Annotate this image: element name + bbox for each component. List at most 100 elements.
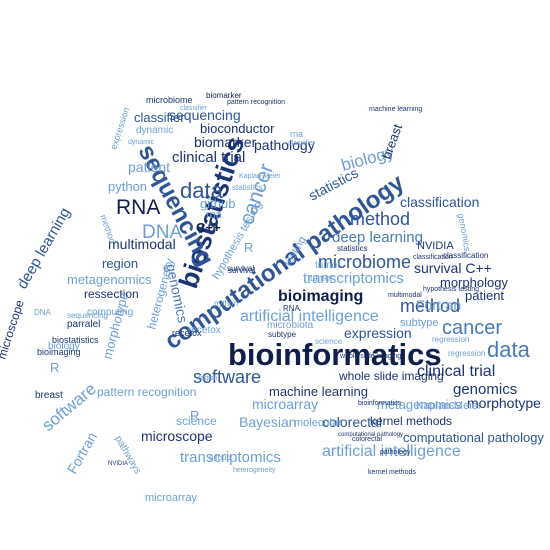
cloud-word: biomarker <box>206 91 242 100</box>
cloud-word: breast <box>379 122 406 161</box>
cloud-word: regression <box>432 335 469 344</box>
cloud-word: kernel methods <box>370 414 452 428</box>
cloud-word: microbiome <box>146 95 193 105</box>
cloud-word: survival C++ <box>414 260 492 276</box>
cloud-word: metagenomics <box>377 397 462 412</box>
cloud-word: classification <box>400 194 479 210</box>
cloud-word: dynamic <box>128 139 155 146</box>
cloud-word: NVIDIA <box>417 240 454 252</box>
cloud-word: machine learning <box>369 106 422 113</box>
cloud-word: Kaplan-Meier <box>416 400 482 412</box>
cloud-word: microbiome <box>318 252 411 272</box>
cloud-word: tumor <box>310 273 333 283</box>
cloud-word: biomarker <box>194 134 257 150</box>
cloud-word: transcriptomics <box>180 449 281 466</box>
cloud-word: classifier <box>288 140 316 147</box>
cloud-word: C++ <box>196 220 221 235</box>
cloud-word: R <box>244 240 253 255</box>
cloud-word: classifier <box>180 105 208 112</box>
cloud-word: rna <box>290 129 303 139</box>
cloud-word: bioimaging <box>278 288 363 305</box>
cloud-word: bioinformatics <box>358 400 402 407</box>
cloud-word: computational pathology <box>403 430 544 445</box>
cloud-word: cancer <box>442 317 502 339</box>
cloud-word: RNA <box>116 196 160 219</box>
cloud-word: hypothesis testing <box>423 286 479 293</box>
cloud-word: sequencing <box>169 107 241 123</box>
cloud-word: classification <box>443 251 488 260</box>
cloud-word: data <box>487 337 531 362</box>
cloud-word: patient <box>128 159 170 175</box>
cloud-word: survival <box>227 264 254 273</box>
cloud-word: colorectal <box>352 436 382 443</box>
cloud-word: Kaplan-Meier <box>239 173 281 180</box>
cloud-word: genomics <box>456 213 473 253</box>
cloud-word: biostatistics <box>52 335 99 345</box>
cloud-word: classifier <box>134 110 185 125</box>
cloud-word: computational pathology <box>338 432 403 438</box>
cloud-word: data <box>180 178 224 203</box>
cloud-word: ressection <box>84 287 139 301</box>
cloud-word: colorectal <box>322 414 382 430</box>
cloud-word: statistics <box>232 183 263 192</box>
cloud-word: R <box>50 360 59 375</box>
cloud-word: python <box>108 179 147 194</box>
cloud-word: parralel <box>67 319 100 330</box>
cloud-word: microarray <box>145 492 197 504</box>
cloud-word: genomics <box>453 381 517 398</box>
cloud-word: microscope <box>141 428 213 444</box>
cloud-word: tumor <box>315 260 341 271</box>
cloud-word: whole slide imaging <box>339 353 401 360</box>
cloud-word: bioimaging <box>37 347 81 357</box>
cloud-word: subtype <box>268 330 297 339</box>
cloud-word: python <box>214 299 238 308</box>
cloud-word: RNA <box>283 304 301 313</box>
cloud-word: microbiota <box>267 320 314 331</box>
cloud-word: artificial intelligence <box>240 308 379 325</box>
cloud-word: sequencing <box>67 311 108 320</box>
cloud-word: deep learning <box>14 205 74 292</box>
cloud-word: multimodal <box>108 236 176 252</box>
cloud-word: breast <box>35 390 63 401</box>
cloud-word: recetox <box>188 325 221 336</box>
cloud-word: molecular <box>294 417 342 429</box>
cloud-word: Fortran <box>416 297 461 313</box>
cloud-word: dynamic <box>136 125 173 136</box>
cloud-word: github <box>200 196 235 211</box>
cloud-word: method <box>98 213 118 245</box>
cloud-word: morphotype <box>467 395 541 411</box>
cloud-word: bioinformatics <box>228 337 442 372</box>
cloud-word: Bayesian <box>239 414 297 430</box>
cloud-word: pattern recognition <box>97 385 196 399</box>
cloud-word: microscope <box>0 298 27 361</box>
cloud-word: morphology <box>440 275 508 290</box>
cloud-word: classification <box>413 254 453 261</box>
cloud-word: Fortran <box>64 429 100 476</box>
cloud-word: clinical trial <box>172 149 245 166</box>
cloud-word: DNA <box>34 308 52 317</box>
cloud-word: bioconductor <box>200 121 275 136</box>
cloud-word: microarray <box>252 396 318 412</box>
cloud-word: biology <box>48 341 80 352</box>
cloud-word: NVIDIA <box>108 461 128 467</box>
cloud-word: clinical trial <box>417 363 495 380</box>
cloud-word: recetox <box>172 328 202 338</box>
cloud-word: heterogeneity <box>233 467 276 474</box>
cloud-word: R <box>190 408 199 423</box>
cloud-word: kernel methods <box>368 469 416 476</box>
cloud-word: survival <box>228 266 255 275</box>
cloud-word: morphotype <box>99 291 131 361</box>
cloud-word: region <box>198 375 218 382</box>
cloud-word: software <box>38 379 99 435</box>
cloud-word: pathways <box>112 434 143 476</box>
cloud-word: science <box>176 414 217 428</box>
cloud-word: statistics <box>337 244 368 253</box>
cloud-word: machine learning <box>269 384 368 399</box>
cloud-word: metagenomics <box>67 272 152 287</box>
cloud-word: method <box>400 296 460 316</box>
cloud-word: pathology <box>380 449 411 456</box>
cloud-word: DNA <box>142 222 182 243</box>
cloud-word: pattern recognition <box>227 99 285 106</box>
